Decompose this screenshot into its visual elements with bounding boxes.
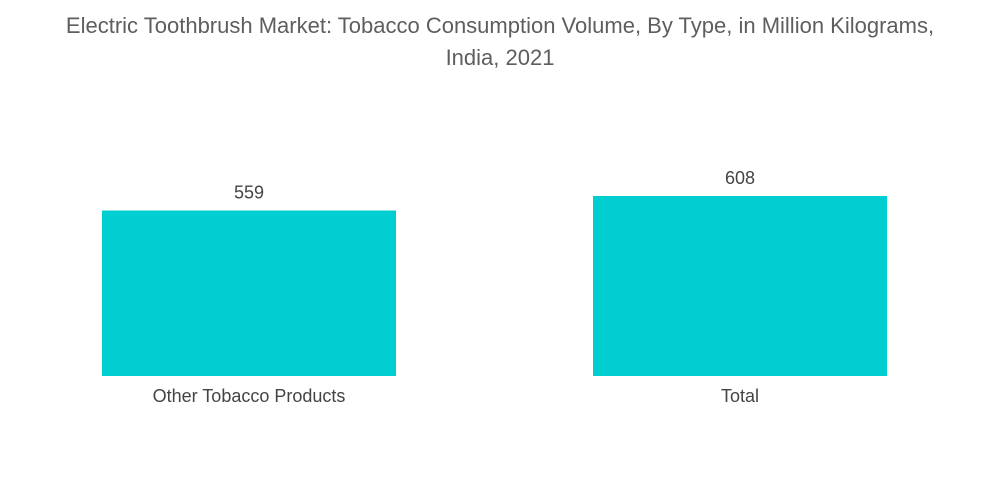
category-label-0: Other Tobacco Products	[153, 386, 346, 406]
chart-title: Electric Toothbrush Market: Tobacco Cons…	[0, 10, 1000, 74]
bar-1	[593, 196, 887, 376]
bar-0	[102, 210, 396, 376]
category-label-1: Total	[721, 386, 759, 406]
bar-value-label-1: 608	[725, 168, 755, 188]
chart-title-line-1: Electric Toothbrush Market: Tobacco Cons…	[65, 13, 935, 38]
chart-title-line-2: India, 2021	[445, 45, 555, 70]
bar-value-label-0: 559	[234, 183, 264, 203]
